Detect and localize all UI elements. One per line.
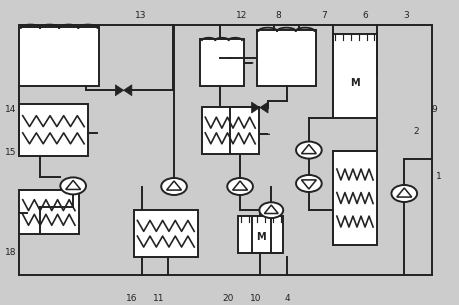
Bar [19, 104, 88, 156]
Text: 14: 14 [5, 106, 17, 114]
Bar [238, 216, 283, 253]
Bar [134, 210, 197, 257]
Text: 3: 3 [403, 11, 409, 20]
Text: 15: 15 [5, 148, 17, 157]
Circle shape [296, 142, 321, 159]
Text: M: M [349, 77, 359, 88]
Text: 1: 1 [435, 172, 441, 181]
Polygon shape [232, 181, 247, 190]
Text: 10: 10 [249, 294, 260, 303]
Bar [332, 34, 376, 118]
Text: 16: 16 [125, 294, 137, 303]
Text: 18: 18 [5, 248, 17, 257]
Circle shape [259, 202, 283, 218]
Bar [256, 30, 315, 86]
Text: 2: 2 [412, 127, 418, 136]
Circle shape [391, 185, 416, 202]
Text: 20: 20 [222, 294, 233, 303]
Polygon shape [66, 180, 80, 189]
Polygon shape [166, 181, 181, 190]
Polygon shape [251, 102, 268, 113]
Circle shape [161, 178, 186, 195]
Text: 9: 9 [430, 106, 436, 114]
Polygon shape [396, 188, 411, 197]
Polygon shape [264, 205, 278, 213]
Text: 7: 7 [320, 11, 326, 20]
Circle shape [60, 178, 86, 194]
Text: 11: 11 [153, 294, 164, 303]
Text: 4: 4 [284, 294, 290, 303]
Bar [332, 151, 376, 245]
Bar [200, 39, 243, 86]
Bar [19, 190, 78, 235]
Text: 13: 13 [134, 11, 146, 20]
Text: 8: 8 [274, 11, 280, 20]
Circle shape [227, 178, 252, 195]
Polygon shape [301, 180, 316, 189]
Bar [201, 107, 258, 154]
Text: 12: 12 [235, 11, 246, 20]
Text: M: M [255, 232, 265, 242]
Polygon shape [301, 145, 316, 154]
Bar [19, 27, 99, 86]
Polygon shape [115, 85, 132, 96]
Circle shape [296, 175, 321, 192]
Text: 6: 6 [362, 11, 367, 20]
